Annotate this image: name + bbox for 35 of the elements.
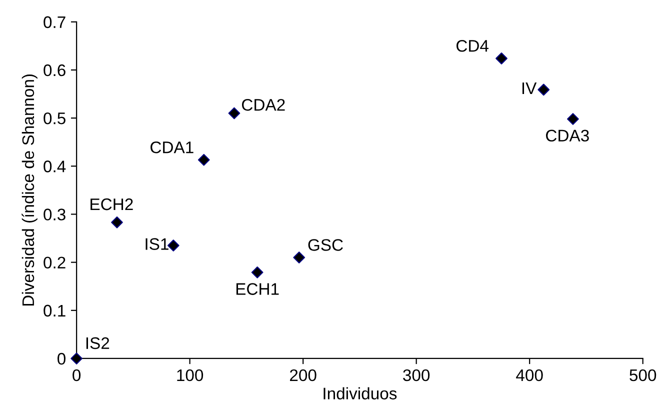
point <box>198 154 210 166</box>
point <box>228 107 240 120</box>
point <box>496 52 508 64</box>
y-axis-title: Diversidad (índice de Shannon) <box>22 74 38 306</box>
point <box>111 216 123 228</box>
annotation: CDA1 <box>150 141 194 154</box>
y-tick-label: 0.1 <box>44 304 66 317</box>
annotation: ECH1 <box>236 283 279 295</box>
annotation: IV <box>522 82 537 94</box>
x-tick-label: 500 <box>630 369 656 382</box>
annotation: CDA2 <box>242 98 285 111</box>
annotation: CD4 <box>456 40 489 52</box>
point <box>293 252 306 264</box>
point <box>70 352 82 364</box>
point <box>251 266 264 278</box>
point <box>567 113 579 125</box>
y-tick-label: 0 <box>58 352 66 365</box>
x-tick-label: 400 <box>516 369 543 382</box>
annotation: GSC <box>308 239 343 251</box>
y-tick-label: 0.7 <box>44 16 66 28</box>
point <box>538 84 550 96</box>
y-tick-label: 0.4 <box>44 160 66 172</box>
y-tick-label: 0.5 <box>44 112 66 124</box>
x-tick-label: 100 <box>177 369 204 382</box>
y-tick-label: 0.2 <box>44 256 66 269</box>
x-axis-title: Individuos <box>324 387 397 400</box>
x-tick-label: 0 <box>72 369 81 382</box>
annotation: IS2 <box>86 337 110 350</box>
y-tick-label: 0.3 <box>44 208 66 220</box>
x-tick-label: 200 <box>290 369 316 382</box>
annotation: CDA3 <box>546 130 589 142</box>
annotation: ECH2 <box>90 198 133 210</box>
x-tick-label: 300 <box>403 369 430 382</box>
y-tick-label: 0.6 <box>44 64 66 76</box>
annotation: IS1 <box>146 238 168 250</box>
